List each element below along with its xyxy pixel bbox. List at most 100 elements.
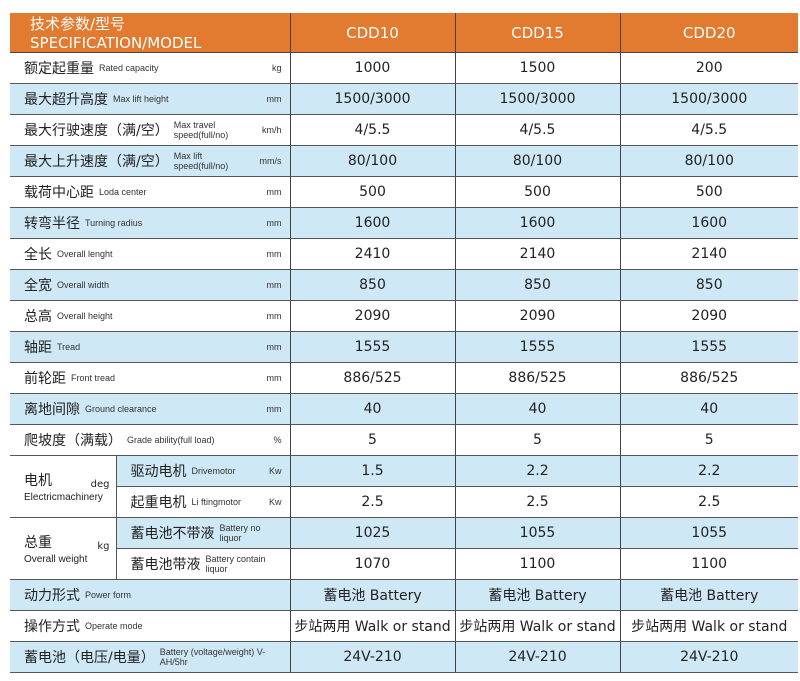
label-cn: 转弯半径 [24,216,80,232]
sub-label: 蓄电池带液 Battery contain liquor [116,548,290,580]
value-cell: 24V-210 [289,641,455,673]
spec-header: 技术参数/型号 SPECIFICATION/MODEL [10,13,290,53]
spec-table: 技术参数/型号 SPECIFICATION/MODEL CDD10 CDD15 CDD… [10,13,798,673]
value-cell: 1.5 [289,455,455,487]
label-en: Max travel speed(full/no) [173,120,229,140]
label-en: Turning radius [85,218,143,228]
label-cn: 最大上升速度（满/空） [24,154,169,170]
row-label: 转弯半径 Turning radius mm [10,207,290,239]
value-cell: 1025 [289,517,455,549]
unit: mm [266,373,282,383]
label-en: Battery (voltage/weight) V-AH/5hr [159,647,266,667]
label-en: Overall lenght [57,249,113,259]
table-row: 动力形式 Power form 蓄电池 Battery 蓄电池 Battery 蓄电池 … [10,579,798,611]
label-cn: 载荷中心距 [24,185,94,201]
label-cn: 总高 [24,309,52,325]
table-row: 最大行驶速度（满/空） Max travel speed(full/no) km/h… [10,114,798,146]
model-header: CDD10 [289,13,455,53]
label-cn: 最大行驶速度（满/空） [24,123,169,139]
table-row: 离地间隙 Ground clearance mm 40 40 40 [10,393,798,425]
row-label: 载荷中心距 Loda center mm [10,176,290,208]
value-cell: 1500/3000 [454,83,620,115]
value-cell: 2140 [619,238,798,270]
table-row: 最大上升速度（满/空） Max lift speed(full/no) mm/s 80… [10,145,798,177]
label-cn: 总重 [24,535,52,551]
value-cell: 1055 [454,517,620,549]
value-cell: 1600 [619,207,798,239]
value-cell: 5 [619,424,798,456]
value-cell: 850 [454,269,620,301]
value-cell: 1555 [289,331,455,363]
value-cell: 886/525 [619,362,798,394]
row-label: 前轮距 Front tread mm [10,362,290,394]
table-row: 前轮距 Front tread mm 886/525 886/525 886/525 [10,362,798,394]
label-cn: 蓄电池（电压/电量） [24,650,155,666]
label-cn: 驱动电机 [130,464,187,480]
model-header: CDD15 [454,13,620,53]
value-cell: 步站两用 Walk or stand [619,610,798,642]
label-cn: 蓄电池带液 [130,557,201,573]
table-row: 额定起重量 Rated capacity kg 1000 1500 200 [10,52,798,84]
row-label: 蓄电池（电压/电量） Battery (voltage/weight) V-AH/… [10,641,290,673]
label-en: Overall weight [24,554,88,565]
table-row: 最大超升高度 Max lift height mm 1500/3000 1500/300… [10,83,798,115]
unit: mm [266,280,282,290]
unit: km/h [261,125,282,135]
label-en: Max lift speed(full/no) [173,151,229,171]
label-en: Loda center [99,187,147,197]
value-cell: 80/100 [619,145,798,177]
unit: mm [266,342,282,352]
value-cell: 1600 [454,207,620,239]
row-label: 离地间隙 Ground clearance mm [10,393,290,425]
row-label: 动力形式 Power form [10,579,290,611]
label-cn: 前轮距 [24,371,66,387]
label-cn: 额定起重量 [24,61,94,77]
table-row: 总高 Overall height mm 2090 2090 2090 [10,300,798,332]
value-cell: 1555 [454,331,620,363]
unit: mm [266,218,282,228]
label-en: Electricmachinery [24,492,103,503]
row-label: 最大上升速度（满/空） Max lift speed(full/no) mm/s [10,145,290,177]
label-en: Battery contain liquor [205,554,266,574]
row-label: 全宽 Overall width mm [10,269,290,301]
value-cell: 24V-210 [454,641,620,673]
value-cell: 80/100 [454,145,620,177]
unit: Kw [268,466,282,476]
table-row: 电机 deg Electricmachinery 驱动电机 Drivemotor Kw 1.… [10,455,798,518]
table-row: 全长 Overall lenght mm 2410 2140 2140 [10,238,798,270]
unit: mm [266,187,282,197]
unit: % [273,435,282,445]
label-en: Overall height [57,311,113,321]
row-label: 轴距 Tread mm [10,331,290,363]
value-cell: 步站两用 Walk or stand [454,610,620,642]
label-cn: 轴距 [24,340,52,356]
table-row: 蓄电池（电压/电量） Battery (voltage/weight) V-AH/… [10,641,798,673]
value-cell: 500 [454,176,620,208]
value-cell: 850 [289,269,455,301]
unit: mm [266,94,282,104]
label-en: Overall width [57,280,110,290]
sub-label: 驱动电机 Drivemotor Kw [116,455,290,487]
value-cell: 4/5.5 [454,114,620,146]
table-row: 轴距 Tread mm 1555 1555 1555 [10,331,798,363]
table-row: 操作方式 Operate mode 步站两用 Walk or stand 步站两用 W… [10,610,798,642]
label-en: Tread [57,342,81,352]
row-label: 最大超升高度 Max lift height mm [10,83,290,115]
table-row: 转弯半径 Turning radius mm 1600 1600 1600 [10,207,798,239]
label-en: Max lift height [113,94,169,104]
value-cell: 1555 [619,331,798,363]
value-cell: 蓄电池 Battery [454,579,620,611]
value-cell: 1055 [619,517,798,549]
value-cell: 500 [289,176,455,208]
label-en: Rated capacity [99,63,159,73]
table-row: 全宽 Overall width mm 850 850 850 [10,269,798,301]
value-cell: 5 [289,424,455,456]
label-cn: 电机 [24,473,52,489]
value-cell: 4/5.5 [619,114,798,146]
label-en: Front tread [71,373,116,383]
table-row: 总重 kg Overall weight 蓄电池不带液 Battery no liquo… [10,517,798,580]
unit: deg [90,479,110,490]
value-cell: 500 [619,176,798,208]
value-cell: 1100 [619,548,798,580]
row-label: 总高 Overall height mm [10,300,290,332]
